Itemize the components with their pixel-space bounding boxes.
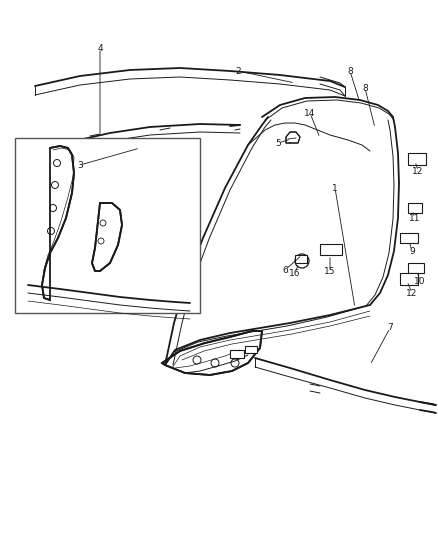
Polygon shape	[42, 146, 74, 300]
Text: 8: 8	[361, 84, 367, 93]
Text: 15: 15	[324, 266, 335, 276]
Bar	[399, 273, 417, 285]
Bar	[407, 203, 421, 213]
Bar	[15, 138, 200, 313]
Text: 11: 11	[408, 214, 420, 222]
Text: 12: 12	[406, 288, 417, 297]
Text: 6: 6	[282, 265, 287, 274]
Text: 12: 12	[411, 166, 423, 175]
Text: 2: 2	[235, 67, 240, 76]
Text: 14: 14	[304, 109, 315, 117]
Bar	[319, 244, 341, 255]
Bar	[244, 346, 256, 353]
Polygon shape	[162, 331, 261, 375]
Bar	[230, 350, 244, 358]
Text: 16: 16	[289, 269, 300, 278]
Bar	[294, 255, 306, 263]
Text: 1: 1	[332, 183, 337, 192]
Bar	[399, 233, 417, 243]
Text: 8: 8	[346, 67, 352, 76]
Text: 5: 5	[275, 139, 280, 148]
Polygon shape	[285, 132, 299, 143]
Text: 10: 10	[413, 277, 425, 286]
Text: 9: 9	[408, 246, 414, 255]
Text: 3: 3	[77, 160, 83, 169]
Bar	[407, 263, 423, 273]
Text: 4: 4	[97, 44, 102, 52]
Bar	[407, 153, 425, 165]
Polygon shape	[92, 203, 122, 271]
Text: 7: 7	[386, 324, 392, 333]
